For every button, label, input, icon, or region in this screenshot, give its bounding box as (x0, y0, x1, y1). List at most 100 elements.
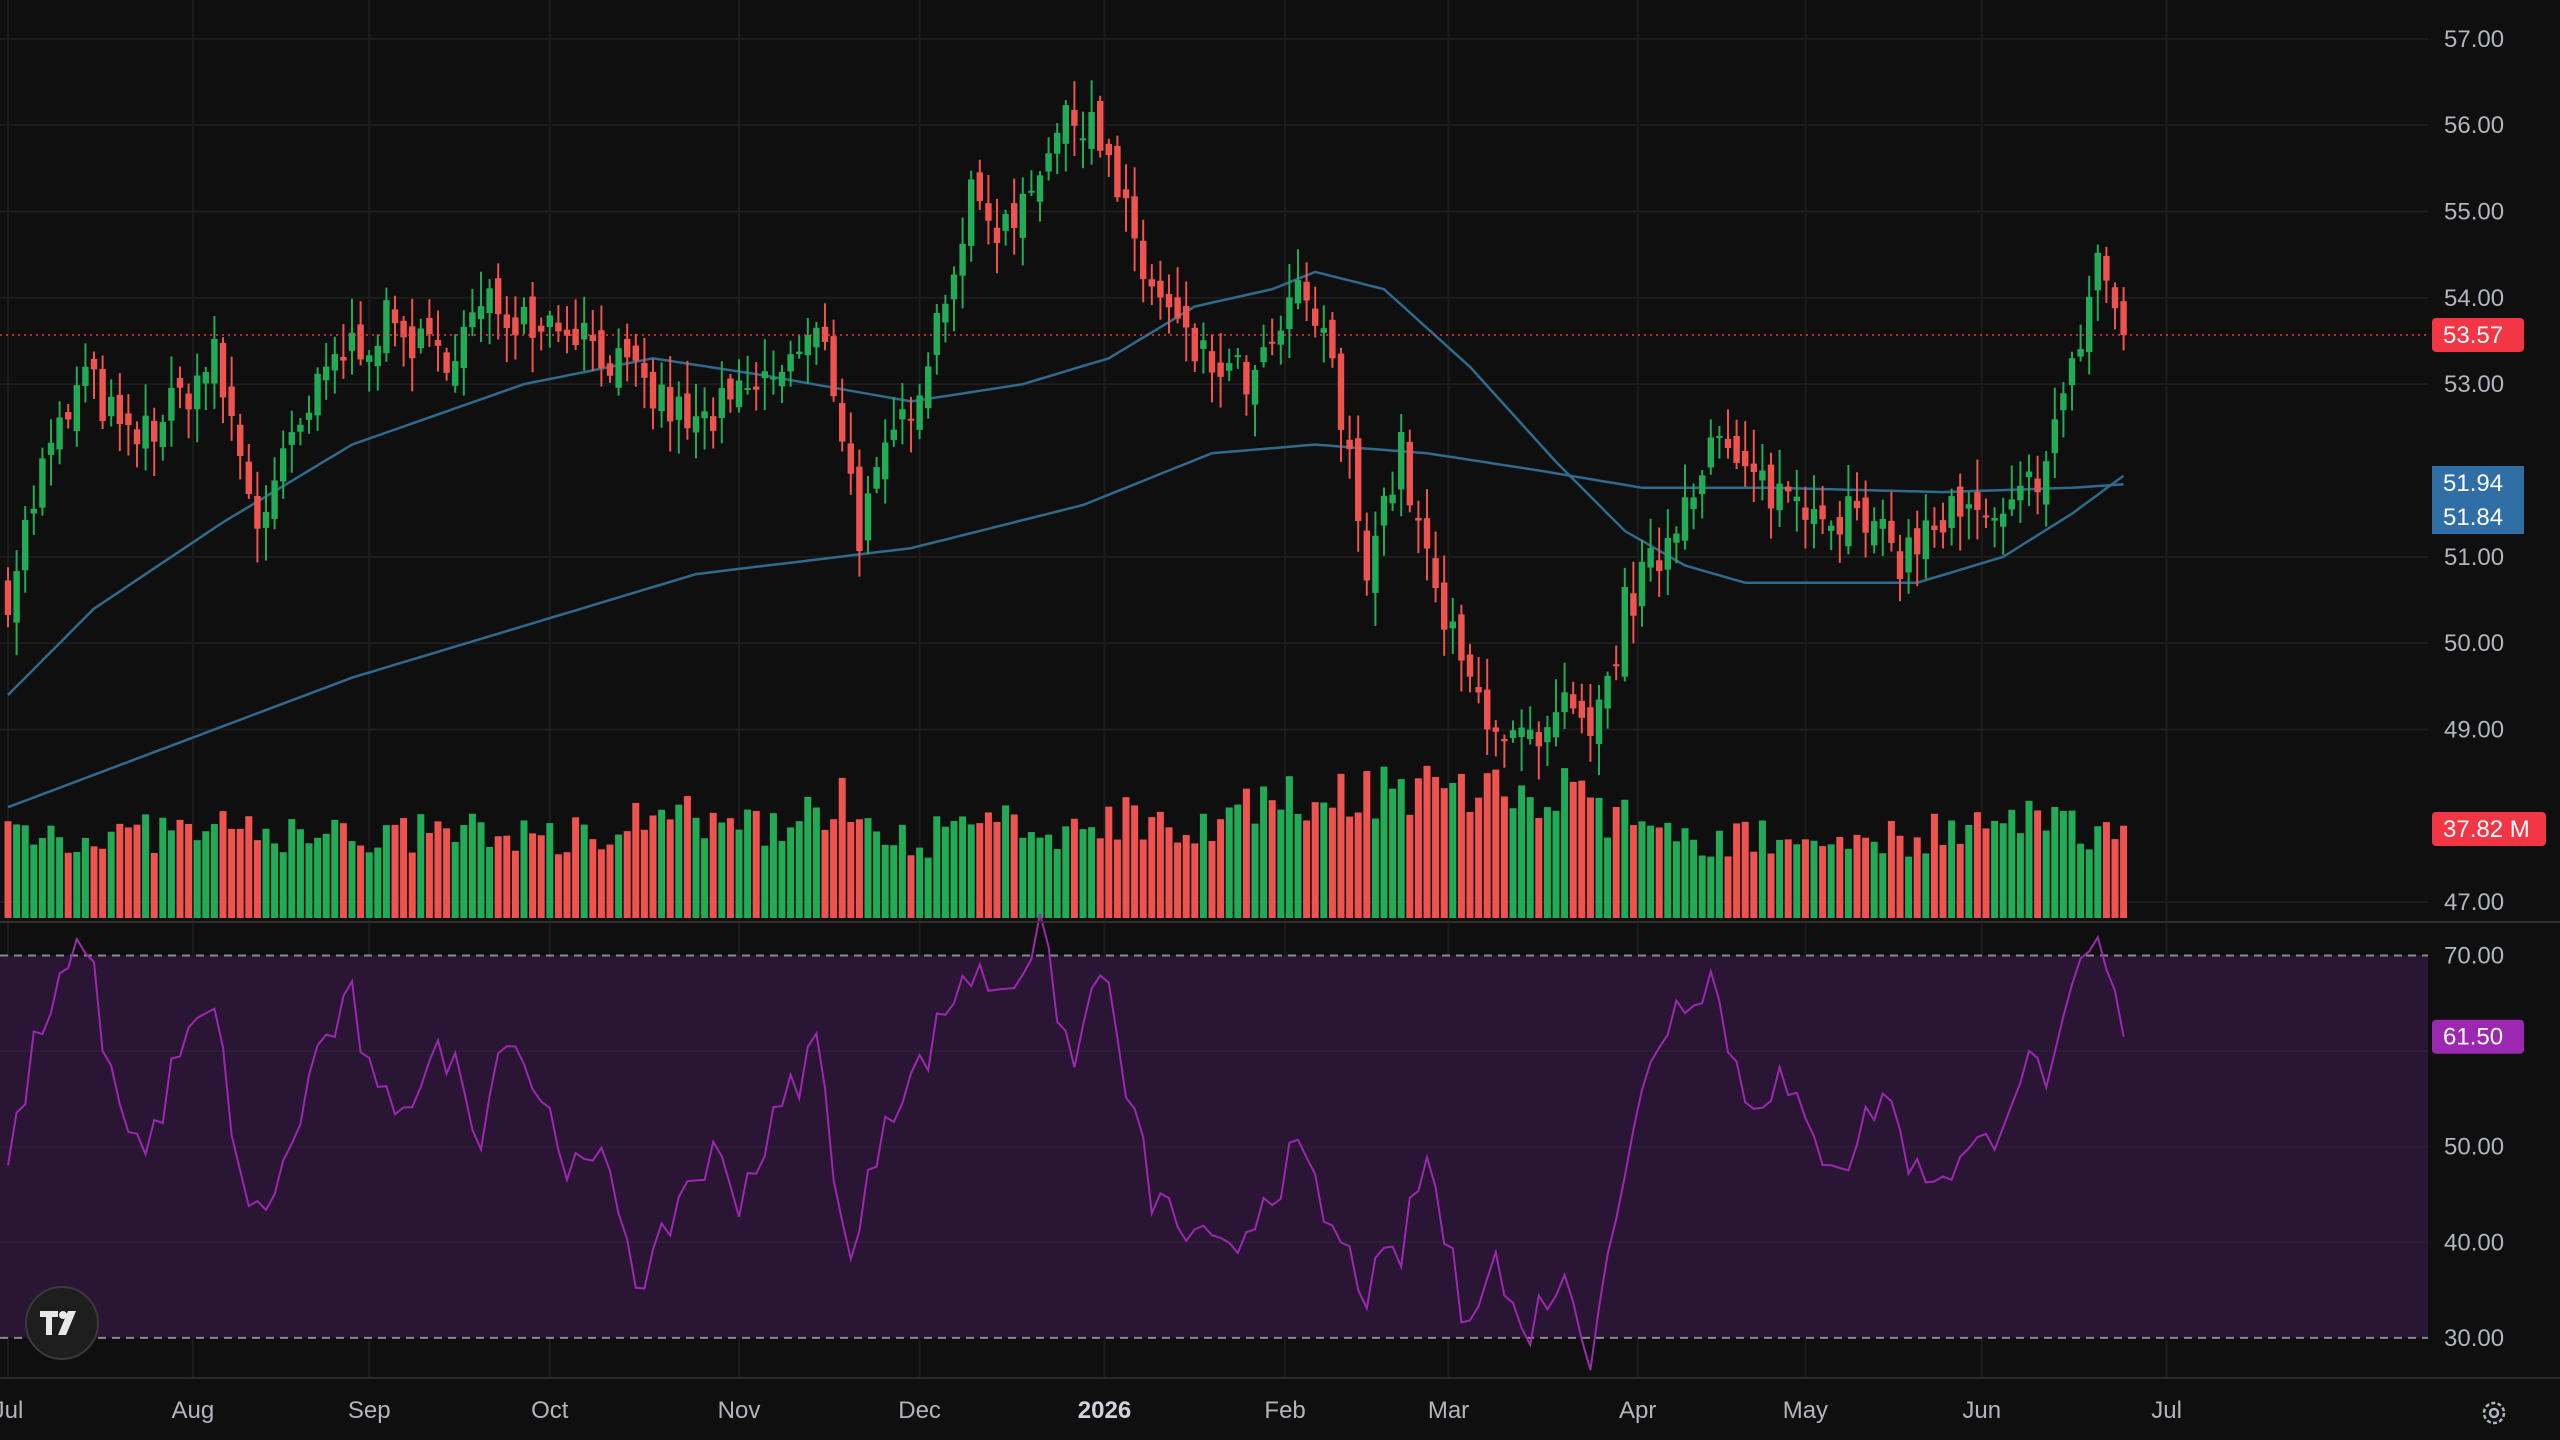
volume-label: 37.82 M (2443, 816, 2530, 843)
candle-body (151, 420, 158, 442)
candle-body (1922, 520, 1929, 560)
volume-bar (1389, 788, 1397, 918)
price-tick-label: 47.00 (2444, 889, 2504, 916)
candle-body (632, 345, 639, 361)
volume-bar (890, 845, 898, 918)
candle-body (813, 327, 820, 348)
candle-body (968, 179, 975, 246)
volume-bar (219, 811, 227, 918)
candle-body (297, 424, 304, 432)
volume-bar (2111, 839, 2119, 918)
candle-body (1948, 496, 1955, 528)
volume-bar (1174, 842, 1182, 918)
candle-body (2094, 252, 2101, 291)
tradingview-logo[interactable] (25, 1286, 99, 1360)
volume-bar (537, 835, 545, 918)
candle-body (2051, 419, 2058, 454)
candle-body (1767, 464, 1775, 509)
candle-body (1294, 280, 1302, 304)
volume-bar (1784, 839, 1792, 918)
volume-bar (494, 836, 502, 918)
volume-bar (1552, 810, 1560, 918)
time-axis[interactable]: Jul Aug Sep Oct Nov Dec 2026 Feb Mar Apr May Jun Jul (0, 1377, 2560, 1424)
volume-bar (1217, 819, 1225, 918)
candle-body (443, 352, 450, 373)
candle-body (1587, 707, 1594, 736)
volume-bar (658, 809, 666, 918)
price-tick-label: 55.00 (2444, 199, 2504, 226)
time-tick-label: 2026 (1078, 1397, 1131, 1424)
candle-body (1355, 438, 1362, 522)
candle-body (985, 203, 992, 221)
candle-body (589, 334, 596, 342)
candle-body (477, 306, 485, 320)
volume-bar (1285, 776, 1293, 918)
candle-body (959, 243, 966, 276)
volume-bar (1483, 773, 1491, 918)
volume-bar (443, 828, 451, 918)
candle-body (391, 309, 399, 324)
candle-body (847, 443, 854, 474)
volume-bar (21, 825, 29, 918)
candle-body (649, 371, 657, 409)
candle-body (47, 442, 55, 455)
candle-body (168, 387, 175, 421)
volume-bar (580, 824, 588, 918)
candle-body (1165, 294, 1173, 308)
candle-body (1423, 518, 1431, 549)
volume-bar (735, 829, 743, 918)
gear-icon (2482, 1401, 2506, 1425)
volume-bar (1776, 839, 1784, 918)
settings-gear-icon[interactable] (2476, 1395, 2512, 1431)
rsi-axis[interactable]: 70.00 50.00 40.00 30.00 (2444, 942, 2504, 1351)
volume-bar (1113, 839, 1121, 918)
volume-bar (1578, 780, 1586, 918)
candle-body (1200, 340, 1207, 349)
candle-body (1595, 699, 1603, 744)
time-tick-label: Apr (1619, 1397, 1656, 1424)
volume-bar (640, 829, 648, 918)
candle-body (1914, 528, 1921, 555)
candle-body (839, 402, 846, 442)
volume-bar (13, 824, 21, 918)
rsi-tick-label: 70.00 (2444, 942, 2504, 969)
candle-body (1131, 196, 1138, 239)
volume-bar (1466, 811, 1474, 918)
volume-bar (1156, 811, 1164, 918)
price-tick-label: 49.00 (2444, 716, 2504, 743)
candle-body (890, 429, 897, 440)
volume-bar (288, 819, 296, 918)
price-axis[interactable]: 57.00 56.00 55.00 54.00 53.00 51.00 50.00 49.00… (2444, 26, 2504, 916)
volume-bar (1500, 796, 1508, 918)
candle-body (821, 326, 829, 342)
candle-body (194, 375, 201, 410)
volume-bar (1604, 837, 1612, 918)
candle-body (409, 326, 416, 359)
volume-bar (1672, 841, 1680, 918)
candle-body (899, 409, 906, 420)
volume-bar (1509, 808, 1517, 918)
candle-body (2043, 461, 2050, 505)
candle-body (856, 466, 863, 552)
volume-bar (1664, 822, 1672, 918)
volume-bar (1242, 788, 1250, 918)
volume-bar (1948, 820, 1956, 918)
candle-body (219, 342, 227, 398)
volume-bar (1801, 839, 1809, 918)
volume-bar (1371, 818, 1379, 918)
candle-body (1501, 738, 1508, 742)
volume-bar (477, 822, 485, 918)
time-tick-label: Jul (0, 1397, 23, 1424)
candle-body (2000, 513, 2007, 527)
candle-body (1226, 363, 1233, 371)
time-tick-label: Oct (531, 1397, 569, 1424)
volume-bar (1208, 841, 1216, 918)
volume-bar (924, 857, 932, 918)
candle-body (1716, 435, 1723, 438)
volume-bar (38, 838, 46, 918)
volume-bar (2085, 849, 2093, 918)
candle-body (280, 448, 287, 482)
volume-bar (1096, 838, 1104, 918)
volume-bar (305, 843, 313, 918)
